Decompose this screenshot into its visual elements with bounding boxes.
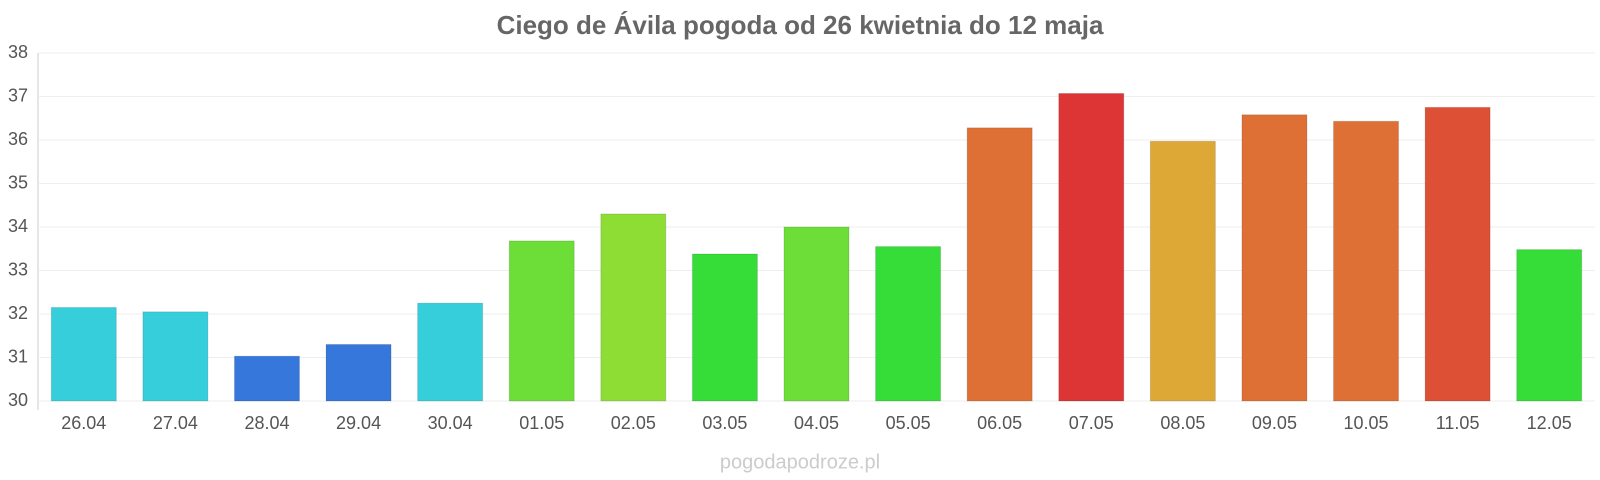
x-tick-label: 02.05: [611, 413, 656, 433]
y-tick-label: 32: [8, 303, 28, 323]
x-tick-label: 07.05: [1069, 413, 1114, 433]
y-tick-label: 35: [8, 172, 28, 192]
bar: [1424, 106, 1491, 402]
x-tick-label: 11.05: [1436, 413, 1480, 433]
x-tick-label: 06.05: [977, 413, 1022, 433]
x-tick-label: 12.05: [1527, 413, 1572, 433]
bar: [142, 311, 209, 402]
bar: [233, 355, 300, 402]
bar: [508, 240, 575, 402]
x-tick-label: 29.04: [336, 413, 381, 433]
y-tick-label: 38: [8, 42, 28, 62]
y-tick-label: 31: [8, 346, 28, 366]
bar: [783, 226, 850, 402]
bar: [325, 343, 392, 402]
y-tick-label: 37: [8, 85, 28, 105]
bar: [1149, 140, 1216, 402]
bar: [1333, 120, 1400, 402]
y-tick-label: 30: [8, 390, 28, 410]
bar: [691, 253, 758, 402]
bar: [600, 213, 667, 402]
bar: [417, 302, 484, 402]
x-tick-label: 28.04: [244, 413, 289, 433]
bar: [966, 127, 1033, 402]
bar: [875, 246, 942, 402]
bar: [1241, 114, 1308, 402]
x-tick-label: 09.05: [1252, 413, 1297, 433]
x-tick-label: 04.05: [794, 413, 839, 433]
x-tick-label: 03.05: [702, 413, 747, 433]
chart-title: Ciego de Ávila pogoda od 26 kwietnia do …: [497, 10, 1104, 40]
x-tick-label: 10.05: [1344, 413, 1389, 433]
y-tick-label: 34: [8, 216, 28, 236]
x-tick-label: 26.04: [61, 413, 106, 433]
x-tick-label: 08.05: [1160, 413, 1205, 433]
x-tick-label: 01.05: [519, 413, 564, 433]
x-tick-label: 30.04: [428, 413, 473, 433]
y-tick-label: 36: [8, 129, 28, 149]
x-tick-label: 05.05: [886, 413, 931, 433]
bar: [50, 306, 117, 402]
y-tick-label: 33: [8, 259, 28, 279]
watermark: pogodapodroze.pl: [720, 451, 880, 473]
x-tick-label: 27.04: [153, 413, 198, 433]
bar: [1516, 249, 1583, 402]
bar: [1058, 92, 1125, 402]
